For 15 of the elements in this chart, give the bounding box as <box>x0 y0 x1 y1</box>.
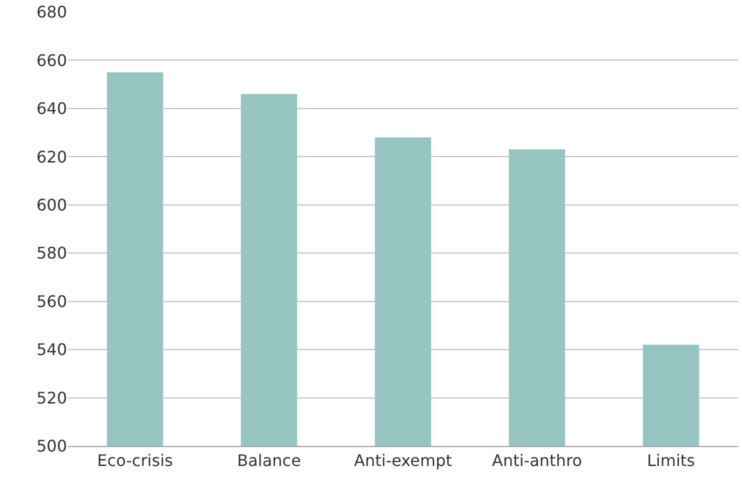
y-tick-label: 540 <box>36 340 67 360</box>
y-tick-label: 580 <box>36 244 67 263</box>
x-tick-label: Limits <box>647 451 695 470</box>
x-tick-label: Anti-exempt <box>354 451 452 470</box>
y-tick-label: 680 <box>36 2 67 22</box>
y-tick-label: 620 <box>36 147 67 166</box>
y-tick-label: 560 <box>36 292 67 311</box>
y-tick-label: 660 <box>36 50 67 70</box>
y-tick-label: 600 <box>36 195 67 214</box>
y-tick-label: 640 <box>36 99 67 118</box>
y-tick-label: 520 <box>36 388 67 408</box>
x-tick-label: Anti-anthro <box>492 451 582 470</box>
x-tick-label: Eco-crisis <box>97 451 173 470</box>
x-tick-label: Balance <box>237 451 301 470</box>
y-tick-label: 500 <box>36 436 67 456</box>
